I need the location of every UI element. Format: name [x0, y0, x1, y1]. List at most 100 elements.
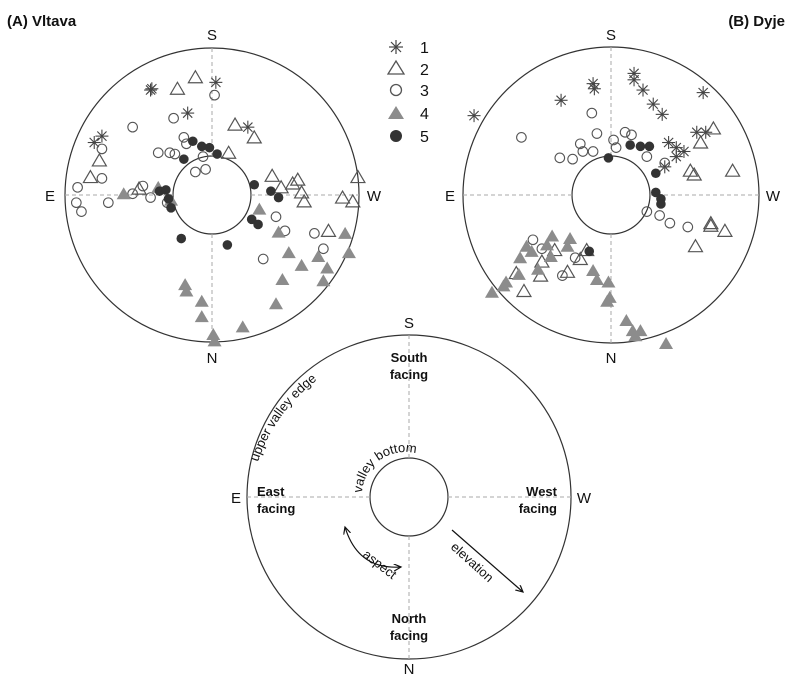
panel-a-label-s: S — [207, 27, 217, 44]
panel-b-series-4-point — [619, 313, 634, 326]
panel-b-series-3-point — [587, 146, 599, 157]
panel-a-series-3-point — [127, 188, 138, 200]
panel-a-series-4-point — [207, 334, 222, 347]
panel-b-series-4-point — [625, 324, 640, 337]
panel-a-series-4-point — [311, 249, 326, 262]
panel-b-label-w: W — [766, 188, 781, 205]
panel-a-series-5-point — [273, 192, 284, 203]
panel-b-series-1-point — [646, 97, 660, 111]
panel-a-series-1-point — [95, 129, 109, 143]
panel-b-series-1-point — [467, 109, 481, 123]
panel-b-series-1-point — [627, 66, 641, 80]
panel-a-series-3-point — [152, 147, 164, 159]
panel-b-series-4-point — [499, 275, 514, 288]
panel-a-series-5-point — [246, 214, 257, 225]
south-facing-line2: facing — [390, 367, 428, 382]
panel-a-series-2-point — [220, 145, 237, 159]
panel-a-series-4-point — [316, 274, 331, 287]
north-facing-line1: North — [392, 611, 427, 626]
panel-a-marks — [70, 69, 366, 347]
panel-a-series-3-point — [257, 253, 269, 265]
guide-inner-circle — [369, 457, 449, 537]
panel-a-series-5-point — [253, 219, 263, 230]
panel-b-series-1-point — [662, 136, 676, 150]
panel-a-series-2-point — [169, 81, 186, 95]
west-facing-line1: West — [526, 484, 557, 499]
panel-b-series-4-point — [601, 275, 616, 288]
panel-a-label-w: W — [367, 188, 382, 205]
panel-b-series-2-point — [682, 162, 699, 177]
panel-b-series-2-point — [532, 267, 549, 282]
legend-marker-3 — [389, 83, 403, 97]
panel-b-series-1-point — [677, 144, 691, 158]
panel-b-series-5-point — [625, 140, 635, 150]
panel-a-series-3-point — [70, 197, 82, 209]
panel-b-series-5-point — [603, 153, 614, 163]
panel-b-series-2-point — [572, 251, 589, 266]
legend-marker-5 — [390, 130, 402, 142]
panel-a-series-3-point — [102, 197, 114, 209]
panel-b-series-3-point — [574, 138, 586, 150]
elevation-arrow — [451, 529, 523, 592]
panel-a-series-2-point — [334, 189, 351, 204]
panel-b-series-4-point — [513, 251, 528, 264]
panel-b-label-s: S — [606, 27, 616, 44]
east-facing-line1: East — [257, 484, 285, 499]
panel-b-series-1-point — [636, 83, 650, 97]
panel-a: S N E W — [45, 27, 382, 367]
panel-a-series-2-point — [130, 180, 148, 195]
panel-a-series-5-point — [266, 186, 276, 196]
panel-b-series-4-point — [659, 336, 674, 349]
panel-a-series-4-point — [116, 187, 131, 200]
panel-b-series-4-point — [589, 272, 604, 285]
panel-b-series-3-point — [682, 221, 694, 233]
panel-b-series-2-point — [724, 162, 741, 177]
east-facing-line2: facing — [257, 501, 295, 516]
panel-b-series-4-point — [560, 239, 575, 252]
panel-a-series-3-point — [137, 180, 149, 192]
panel-a-series-3-point — [178, 132, 190, 143]
panel-b-series-4-point — [545, 229, 560, 242]
panel-a-series-5-point — [212, 149, 222, 159]
panel-b-series-3-point — [527, 234, 539, 246]
panel-a-series-1-point — [144, 83, 158, 97]
panel-b-series-3-point — [586, 107, 598, 119]
panel-b-series-2-point — [702, 218, 719, 232]
panel-b-series-1-point — [658, 160, 672, 174]
panel-a-inner-circle — [172, 155, 252, 235]
panel-b-series-2-point — [687, 238, 704, 253]
panel-b-series-3-point — [641, 206, 653, 217]
panel-a-series-4-point — [320, 261, 335, 274]
panel-a-series-5-point — [249, 179, 260, 190]
panel-a-series-3-point — [145, 192, 156, 203]
panel-a-series-3-point — [270, 211, 282, 223]
panel-a-series-3-point — [96, 143, 108, 155]
panel-a-series-3-point — [190, 166, 201, 178]
panel-a-series-4-point — [281, 246, 296, 259]
panel-b: S N E W — [445, 27, 781, 367]
panel-a-series-3-point — [72, 181, 83, 193]
panel-a-series-4-point — [271, 225, 286, 238]
panel-b-series-2-point — [705, 120, 722, 135]
panel-a-series-2-point — [320, 223, 337, 237]
panel-b-series-5-point — [584, 246, 595, 257]
panel-b-series-4-point — [511, 267, 526, 280]
panel-b-series-2-point — [686, 166, 703, 181]
panel-a-series-3-point — [169, 148, 181, 160]
panel-a-series-4-point — [178, 278, 193, 291]
panel-b-series-3-point — [569, 252, 581, 264]
aspect-label: aspect — [360, 547, 400, 583]
legend-label-4: 4 — [420, 106, 429, 123]
panel-a-series-4-point — [338, 226, 353, 239]
panel-a-series-3-point — [318, 243, 329, 255]
panel-a-series-2-point — [91, 152, 108, 167]
panel-b-series-5-point — [656, 199, 666, 209]
panel-b-series-5-point — [651, 187, 661, 198]
panel-b-series-4-point — [600, 294, 615, 307]
panel-a-series-4-point — [235, 320, 250, 333]
panel-a-series-3-point — [309, 228, 320, 239]
panel-a-series-4-point — [252, 202, 267, 215]
aspect-arrow — [345, 527, 401, 567]
panel-b-series-3-point — [619, 126, 631, 138]
